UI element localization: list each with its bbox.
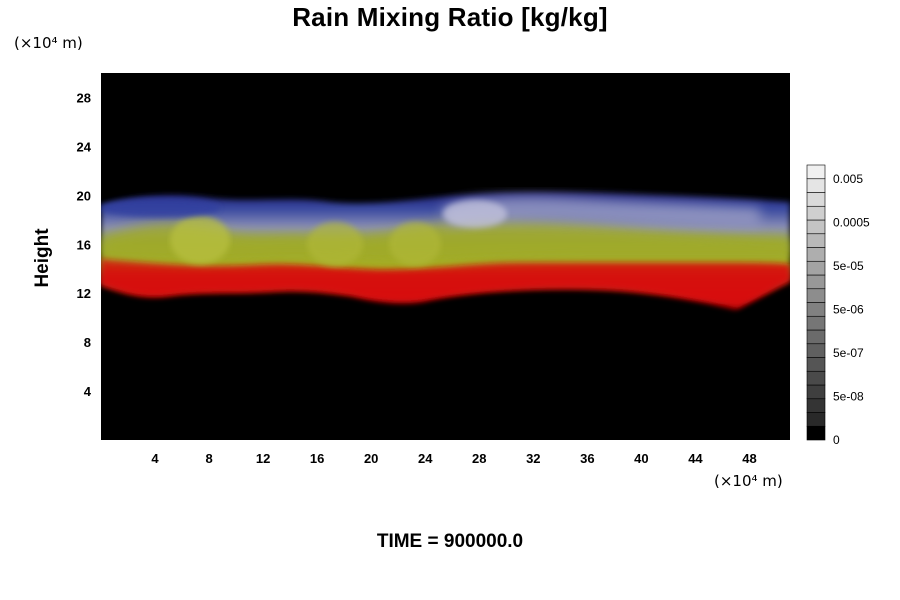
colorbar-level — [806, 205, 826, 221]
swirl-feature-1 — [170, 216, 230, 264]
colorbar-level — [806, 398, 826, 413]
time-label: TIME = 900000.0 — [376, 531, 524, 552]
rain-band-lavender — [440, 196, 760, 226]
blue-cap — [101, 199, 220, 217]
x-tick-label: 8 — [205, 451, 212, 466]
colorbar-level — [806, 357, 826, 372]
colorbar-label: 0 — [833, 433, 840, 447]
colorbar-label: 0.0005 — [833, 216, 870, 230]
colorbar-label: 0.005 — [833, 172, 863, 186]
colorbar-level — [806, 343, 826, 358]
y-axis-ticks: 4 8 12 16 20 24 28 — [77, 90, 92, 399]
colorbar-level — [806, 260, 826, 276]
x-tick-label: 16 — [310, 451, 324, 466]
colorbar-label: 5e-05 — [833, 259, 864, 273]
y-tick-label: 12 — [77, 286, 91, 301]
colorbar: 0.005 0.0005 5e-05 5e-06 5e-07 5e-08 0 — [806, 164, 870, 447]
colorbar-label: 5e-06 — [833, 303, 864, 317]
y-tick-label: 16 — [77, 237, 91, 252]
y-tick-label: 28 — [77, 90, 91, 105]
colorbar-level — [806, 315, 826, 331]
y-tick-label: 4 — [84, 384, 92, 399]
rain-band-yellow — [101, 219, 790, 263]
x-axis-unit: (×10⁴ m) — [714, 472, 783, 490]
x-tick-label: 24 — [418, 451, 433, 466]
y-tick-label: 20 — [77, 188, 91, 203]
y-tick-label: 24 — [77, 139, 92, 154]
x-tick-label: 36 — [580, 451, 594, 466]
colorbar-level — [806, 164, 826, 180]
colorbar-level — [806, 233, 826, 248]
swirl-feature-4 — [443, 200, 507, 228]
colorbar-label: 5e-07 — [833, 346, 864, 360]
colorbar-level — [806, 288, 826, 303]
colorbar-level — [806, 370, 826, 386]
chart-title: Rain Mixing Ratio [kg/kg] — [292, 2, 608, 32]
colorbar-level — [806, 192, 826, 207]
colorbar-level — [806, 329, 826, 345]
x-tick-label: 20 — [364, 451, 378, 466]
x-tick-label: 40 — [634, 451, 648, 466]
colorbar-label: 5e-08 — [833, 390, 864, 404]
rain-band-red — [101, 258, 790, 308]
swirl-feature-2 — [307, 222, 363, 266]
colorbar-level — [806, 425, 826, 441]
swirl-feature-3 — [389, 222, 441, 266]
colorbar-level — [806, 384, 826, 400]
y-axis-unit: (×10⁴ m) — [14, 34, 83, 52]
colorbar-level — [806, 247, 826, 262]
x-tick-label: 28 — [472, 451, 486, 466]
colorbar-level — [806, 274, 826, 290]
x-axis-ticks: 4 8 12 16 20 24 28 32 36 40 44 48 — [151, 451, 756, 466]
x-tick-label: 12 — [256, 451, 270, 466]
x-tick-label: 44 — [688, 451, 703, 466]
rain-field — [101, 192, 790, 310]
x-tick-label: 32 — [526, 451, 540, 466]
colorbar-level — [806, 219, 826, 235]
colorbar-level — [806, 412, 826, 427]
colorbar-level — [806, 178, 826, 193]
y-tick-label: 8 — [84, 335, 91, 350]
x-tick-label: 48 — [742, 451, 756, 466]
x-tick-label: 4 — [151, 451, 159, 466]
colorbar-level — [806, 302, 826, 317]
